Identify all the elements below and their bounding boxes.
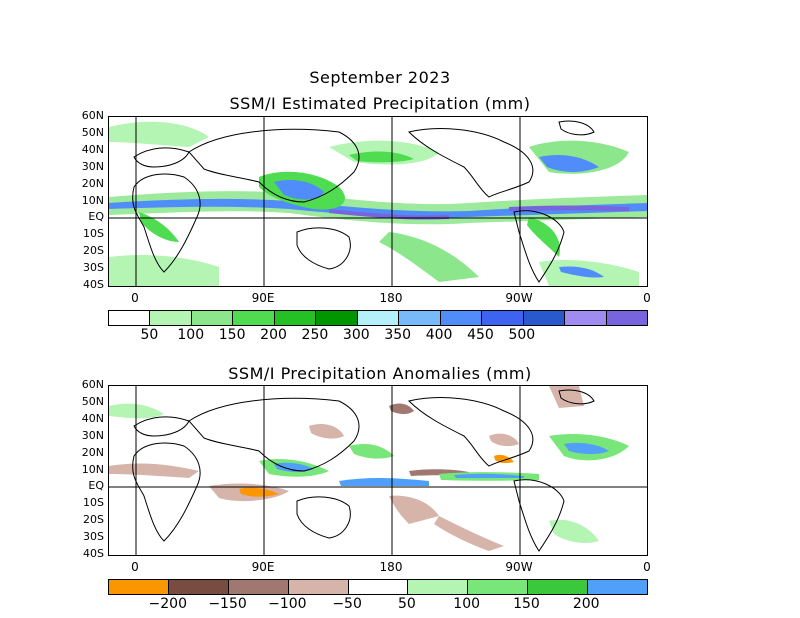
colorbar-swatch — [528, 580, 589, 594]
lat-label: 60N — [81, 109, 104, 122]
lat-label: 30S — [83, 261, 104, 275]
lat-label: 20S — [83, 244, 104, 258]
anomaly-colorbar — [108, 579, 648, 595]
lat-label: EQ — [88, 210, 104, 224]
lat-label: 50N — [81, 394, 104, 408]
colorbar-swatch — [191, 311, 234, 325]
colorbar-swatch — [168, 580, 229, 594]
colorbar-label: −100 — [268, 596, 307, 612]
colorbar-swatch — [109, 311, 151, 325]
colorbar-swatch — [150, 311, 192, 325]
figure-month-title: September 2023 — [309, 68, 451, 87]
colorbar-label: 250 — [301, 327, 329, 343]
colorbar-swatch — [588, 580, 648, 594]
colorbar-label: 100 — [453, 596, 481, 612]
colorbar-label: 400 — [425, 327, 453, 343]
colorbar-swatch — [109, 580, 169, 594]
colorbar-label: 500 — [508, 327, 536, 343]
lat-label: 10N — [81, 193, 104, 207]
colorbar-label: 100 — [177, 327, 205, 343]
lat-label: 20N — [81, 445, 104, 459]
colorbar-swatch — [468, 580, 529, 594]
lon-label: 0 — [131, 291, 139, 305]
colorbar-swatch — [274, 311, 317, 325]
precipitation-colorbar — [108, 310, 648, 326]
lon-label: 90W — [505, 291, 533, 305]
colorbar-swatch — [348, 580, 409, 594]
grid-lines — [109, 117, 647, 286]
lon-label: 0 — [643, 291, 651, 305]
colorbar-swatch — [288, 580, 349, 594]
colorbar-label: 150 — [218, 327, 246, 343]
lat-label: 20S — [83, 513, 104, 527]
colorbar-label: 350 — [384, 327, 412, 343]
anomaly-map-svg — [109, 386, 647, 555]
colorbar-label: 50 — [397, 596, 416, 612]
colorbar-label: −50 — [332, 596, 362, 612]
lat-label: 40S — [83, 278, 104, 291]
colorbar-swatch — [357, 311, 400, 325]
lat-label: 40N — [81, 142, 104, 156]
grid-lines — [109, 386, 647, 555]
colorbar-label: −200 — [148, 596, 187, 612]
lon-label: 0 — [643, 560, 651, 574]
colorbar-swatch — [408, 580, 469, 594]
lat-label: 20N — [81, 176, 104, 190]
panel2-title: SSM/I Precipitation Anomalies (mm) — [228, 364, 532, 383]
lat-label: 30N — [81, 159, 104, 173]
precipitation-map — [108, 116, 648, 287]
colorbar-swatch — [440, 311, 483, 325]
colorbar-swatch — [228, 580, 289, 594]
lon-label: 90E — [251, 291, 275, 305]
lat-label: 30N — [81, 428, 104, 442]
colorbar-label: 200 — [572, 596, 600, 612]
lat-label: EQ — [88, 479, 104, 493]
colorbar-swatch — [606, 311, 648, 325]
colorbar-swatch — [482, 311, 524, 325]
coastlines — [132, 389, 595, 552]
lon-label: 90W — [505, 560, 533, 574]
colorbar-label: 200 — [260, 327, 287, 343]
colorbar-swatch — [523, 311, 566, 325]
coastlines — [132, 120, 595, 283]
lat-label: 30S — [83, 530, 104, 544]
lat-label: 40N — [81, 411, 104, 425]
colorbar-swatch — [399, 311, 441, 325]
colorbar-swatch — [316, 311, 358, 325]
lat-label: 10S — [83, 227, 104, 241]
colorbar-label: −150 — [208, 596, 247, 612]
colorbar-swatch — [565, 311, 607, 325]
lon-label: 0 — [131, 560, 139, 574]
lat-label: 40S — [83, 547, 104, 560]
lon-label: 90E — [251, 560, 275, 574]
anomaly-fields — [109, 386, 629, 551]
panel1-title: SSM/I Estimated Precipitation (mm) — [229, 94, 531, 113]
colorbar-label: 450 — [467, 327, 494, 343]
lon-label: 180 — [379, 291, 403, 305]
lat-label: 60N — [81, 378, 104, 391]
colorbar-label: 150 — [513, 596, 540, 612]
colorbar-label: 300 — [342, 327, 370, 343]
lat-label: 50N — [81, 125, 104, 139]
colorbar-label: 50 — [140, 327, 159, 343]
precipitation-map-svg — [109, 117, 647, 286]
precip-fields — [109, 121, 647, 286]
colorbar-swatch — [233, 311, 275, 325]
lat-label: 10N — [81, 462, 104, 476]
lon-label: 180 — [379, 560, 403, 574]
anomaly-map — [108, 385, 648, 556]
lat-label: 10S — [83, 496, 104, 510]
